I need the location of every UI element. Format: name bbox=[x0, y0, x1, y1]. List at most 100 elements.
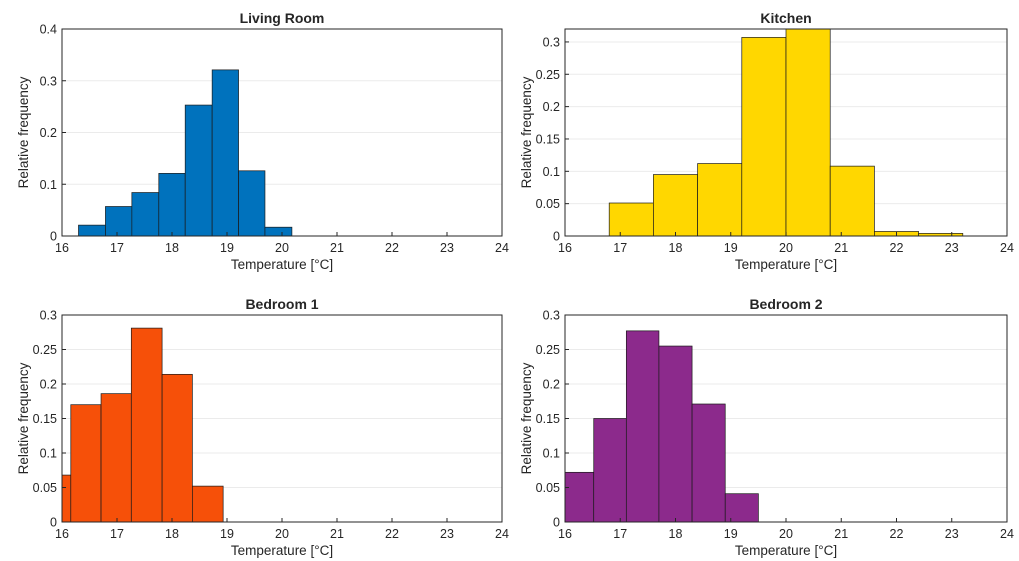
y-axis-label: Relative frequency bbox=[16, 362, 31, 474]
histogram-bar bbox=[100, 393, 132, 523]
chart-panel-4: 16 17 18 19 20 21 22 23 24 0 0.05 0.1 0.15 0.2 0.25 0.3… bbox=[519, 296, 1014, 558]
x-tick-label: 21 bbox=[834, 527, 848, 541]
x-tick-label: 18 bbox=[669, 527, 683, 541]
y-tick-label: 0 bbox=[50, 516, 57, 530]
y-tick-label: 0 bbox=[50, 230, 57, 244]
x-tick-label: 24 bbox=[1000, 241, 1014, 255]
x-tick-label: 16 bbox=[55, 527, 69, 541]
y-tick-label: 0.3 bbox=[543, 35, 560, 49]
y-tick-label: 0.3 bbox=[40, 74, 57, 88]
y-tick-label: 0.25 bbox=[33, 343, 57, 357]
x-tick-label: 24 bbox=[495, 241, 509, 255]
y-tick-label: 0.2 bbox=[543, 378, 560, 392]
chart-panel-1: 16 17 18 19 20 21 22 23 24 0 0.1 0.2 0.3 0.4 Living Ro… bbox=[16, 10, 509, 272]
chart-title: Kitchen bbox=[760, 10, 811, 26]
x-axis-label: Temperature [°C] bbox=[735, 543, 837, 558]
histogram-bar bbox=[130, 327, 163, 523]
chart-title: Living Room bbox=[240, 10, 325, 26]
x-tick-label: 21 bbox=[834, 241, 848, 255]
y-tick-label: 0.1 bbox=[543, 447, 560, 461]
histogram-bar bbox=[625, 330, 660, 523]
histogram-bar bbox=[264, 226, 293, 237]
y-tick-label: 0.3 bbox=[40, 309, 57, 323]
histogram-bar bbox=[724, 493, 759, 523]
x-axis-label: Temperature [°C] bbox=[231, 257, 333, 272]
histogram-bar bbox=[691, 403, 726, 523]
x-tick-label: 17 bbox=[110, 241, 124, 255]
x-tick-label: 21 bbox=[330, 241, 344, 255]
x-tick-label: 17 bbox=[613, 527, 627, 541]
y-axis-label: Relative frequency bbox=[16, 76, 31, 188]
histogram-bar bbox=[211, 69, 239, 237]
histogram-bar bbox=[697, 163, 743, 237]
x-tick-label: 16 bbox=[558, 241, 572, 255]
histogram-bar bbox=[131, 192, 160, 237]
y-tick-label: 0.2 bbox=[40, 378, 57, 392]
y-tick-label: 0.05 bbox=[536, 197, 560, 211]
histogram-bar bbox=[653, 174, 698, 237]
histogram-bar bbox=[70, 404, 102, 523]
x-tick-label: 20 bbox=[275, 527, 289, 541]
x-tick-label: 19 bbox=[724, 241, 738, 255]
y-axis-label: Relative frequency bbox=[519, 362, 534, 474]
y-tick-label: 0 bbox=[553, 516, 560, 530]
y-axis-label: Relative frequency bbox=[519, 76, 534, 188]
y-tick-label: 0.4 bbox=[40, 23, 57, 37]
x-tick-label: 22 bbox=[385, 527, 399, 541]
x-tick-label: 17 bbox=[613, 241, 627, 255]
chart-title: Bedroom 2 bbox=[749, 296, 822, 312]
histogram-bar bbox=[564, 471, 595, 523]
histogram-bar bbox=[61, 474, 72, 523]
x-tick-label: 18 bbox=[165, 527, 179, 541]
y-tick-label: 0.1 bbox=[40, 447, 57, 461]
y-tick-label: 0.15 bbox=[33, 412, 57, 426]
chart-panel-2: 16 17 18 19 20 21 22 23 24 0 0.05 0.1 0.15 0.2 0.25 0.3… bbox=[519, 10, 1014, 272]
y-tick-label: 0.25 bbox=[536, 343, 560, 357]
y-tick-label: 0.15 bbox=[536, 132, 560, 146]
x-tick-label: 23 bbox=[945, 241, 959, 255]
histogram-bar bbox=[78, 224, 106, 237]
chart-panel-3: 16 17 18 19 20 21 22 23 24 0 0.05 0.1 0.15 0.2 0.25 0.3… bbox=[16, 296, 509, 558]
x-tick-label: 17 bbox=[110, 527, 124, 541]
histogram-bar bbox=[184, 104, 213, 237]
x-tick-label: 21 bbox=[330, 527, 344, 541]
histogram-bar bbox=[158, 173, 186, 237]
histogram-bar bbox=[658, 345, 693, 523]
x-tick-label: 22 bbox=[890, 241, 904, 255]
y-tick-label: 0.2 bbox=[543, 100, 560, 114]
y-tick-label: 0.05 bbox=[536, 481, 560, 495]
x-tick-label: 20 bbox=[779, 241, 793, 255]
x-tick-label: 16 bbox=[55, 241, 69, 255]
histogram-bar bbox=[192, 485, 224, 523]
x-tick-label: 24 bbox=[1000, 527, 1014, 541]
y-tick-label: 0.1 bbox=[543, 165, 560, 179]
histogram-bar bbox=[785, 28, 831, 237]
x-tick-label: 22 bbox=[890, 527, 904, 541]
y-tick-label: 0.25 bbox=[536, 68, 560, 82]
histogram-bar bbox=[829, 165, 875, 237]
chart-title: Bedroom 1 bbox=[245, 296, 318, 312]
y-tick-label: 0.2 bbox=[40, 126, 57, 140]
y-tick-label: 0.15 bbox=[536, 412, 560, 426]
x-tick-label: 24 bbox=[495, 527, 509, 541]
histogram-bar bbox=[608, 202, 654, 237]
histogram-bar bbox=[105, 206, 133, 237]
y-tick-label: 0 bbox=[553, 230, 560, 244]
y-tick-label: 0.05 bbox=[33, 481, 57, 495]
x-tick-label: 22 bbox=[385, 241, 399, 255]
y-tick-label: 0.1 bbox=[40, 178, 57, 192]
x-tick-label: 19 bbox=[220, 241, 234, 255]
x-tick-label: 20 bbox=[275, 241, 289, 255]
y-tick-label: 0.3 bbox=[543, 309, 560, 323]
x-tick-label: 23 bbox=[440, 527, 454, 541]
x-tick-label: 23 bbox=[945, 527, 959, 541]
x-axis-label: Temperature [°C] bbox=[735, 257, 837, 272]
x-axis-label: Temperature [°C] bbox=[231, 543, 333, 558]
histogram-bar bbox=[238, 170, 266, 237]
histogram-bar bbox=[741, 37, 787, 237]
x-tick-label: 20 bbox=[779, 527, 793, 541]
x-tick-label: 19 bbox=[724, 527, 738, 541]
x-tick-label: 18 bbox=[165, 241, 179, 255]
histogram-bar bbox=[593, 418, 627, 523]
